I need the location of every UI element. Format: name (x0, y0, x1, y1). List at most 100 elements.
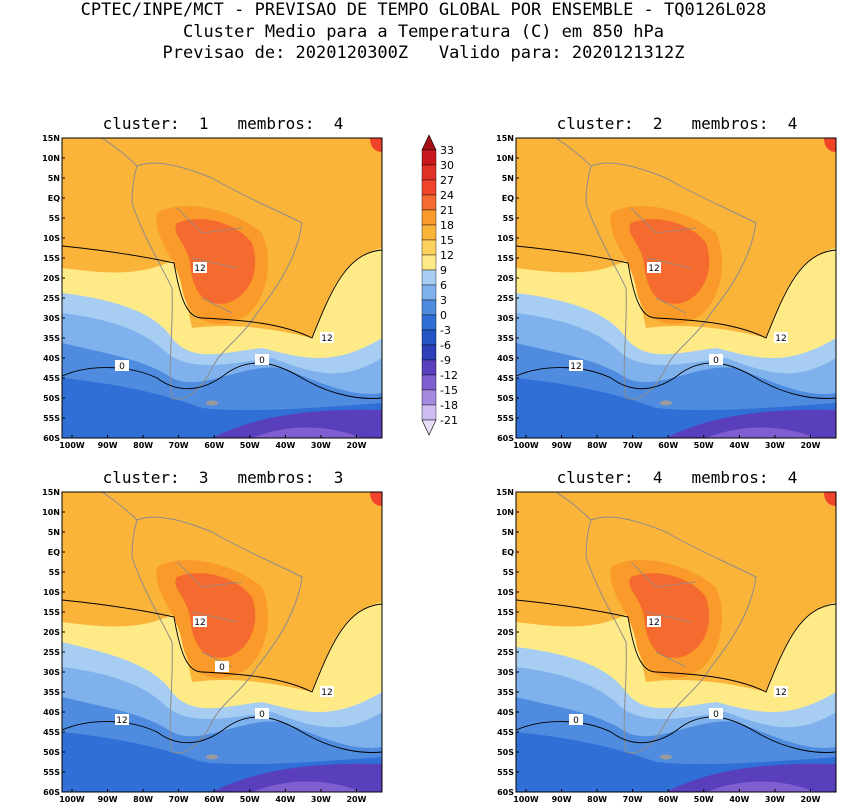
lat-tick-label: EQ (502, 548, 514, 557)
header-title: CPTEC/INPE/MCT - PREVISAO DE TEMPO GLOBA… (80, 0, 767, 20)
colorbar-swatch (421, 239, 437, 256)
lon-tick-label: 30W (765, 441, 785, 450)
lat-tick-label: 5S (49, 568, 61, 577)
lon-tick-label: 100W (513, 441, 539, 450)
lat-tick-label: 5N (502, 528, 514, 537)
lat-tick-label: 35S (43, 688, 60, 697)
colorbar-swatch (421, 179, 437, 196)
contour-label-text: 0 (219, 663, 225, 673)
contour-label-text: 0 (119, 362, 125, 372)
lon-tick-label: 40W (275, 441, 295, 450)
colorbar-bottom-arrow (421, 419, 437, 436)
contour-12 (62, 245, 382, 339)
lat-tick-label: 25S (497, 648, 514, 657)
lon-tick-label: 50W (240, 441, 260, 450)
temp-band-minus6 (212, 763, 382, 792)
contour-label: 12 (647, 616, 661, 628)
colorbar-label: 27 (440, 174, 454, 187)
continent-outline (131, 162, 303, 400)
contour-label: 12 (320, 332, 334, 344)
lat-tick-label: 40S (497, 708, 514, 717)
central-america-outline (101, 138, 138, 167)
falkland-islands (206, 400, 218, 406)
contour-label: 0 (255, 708, 269, 720)
lat-tick-label: 55S (43, 768, 60, 777)
contour-label-text: 0 (573, 716, 579, 726)
lat-tick-label: 5N (48, 528, 60, 537)
map-panel-3: 12 12 12 0 0 15N 10N 5N EQ 5S 10S 15S 20S 25S 30S 35S 40… (42, 488, 383, 804)
colorbar-swatch (421, 164, 437, 181)
lat-tick-label: 10N (496, 154, 514, 163)
lat-tick-label: 5S (503, 568, 515, 577)
contour-label-text: 12 (116, 716, 127, 726)
contour-label: 12 (647, 262, 661, 274)
colorbar-swatch (421, 209, 437, 226)
lat-tick-label: 60S (43, 434, 60, 443)
lat-tick-label: 30S (497, 668, 514, 677)
country-borders (630, 207, 697, 314)
lat-tick-label: 55S (497, 414, 514, 423)
lon-tick-label: 70W (169, 441, 189, 450)
colorbar-label: 21 (440, 204, 454, 217)
lon-tick-label: 30W (311, 441, 331, 450)
country-borders (630, 561, 697, 668)
country-borders (176, 207, 243, 314)
colorbar-label: 0 (440, 309, 447, 322)
colorbar-swatch (421, 389, 437, 406)
colorbar-label: -9 (440, 354, 451, 367)
lat-tick-label: EQ (502, 194, 514, 203)
colorbar-swatch (421, 359, 437, 376)
contour-label-text: 12 (775, 334, 786, 344)
contour-label: 12 (774, 332, 788, 344)
lat-tick-label: 30S (43, 314, 60, 323)
lat-tick-label: 10S (497, 588, 514, 597)
colorbar-swatch (421, 344, 437, 361)
lon-tick-label: 100W (513, 795, 539, 804)
contour-label-text: 12 (194, 264, 205, 274)
temp-band-21 (629, 219, 710, 304)
lat-tick-label: 40S (43, 354, 60, 363)
lon-tick-label: 50W (240, 795, 260, 804)
temp-band-north (62, 492, 382, 582)
lon-tick-label: 90W (98, 441, 118, 450)
lon-tick-label: 90W (552, 441, 572, 450)
lon-tick-label: 80W (587, 795, 607, 804)
falkland-islands (660, 754, 672, 760)
colorbar-swatch (421, 224, 437, 241)
lat-tick-label: EQ (48, 194, 60, 203)
map-frame (61, 137, 383, 439)
colorbar-swatch (421, 284, 437, 301)
contour-label: 12 (193, 616, 207, 628)
lat-tick-label: 45S (497, 374, 514, 383)
lon-tick-label: 100W (59, 795, 85, 804)
colorbar-swatch (421, 329, 437, 346)
map-frame (515, 137, 837, 439)
contour-label: 0 (215, 661, 229, 673)
contour-12 (516, 599, 836, 693)
lon-tick-label: 50W (694, 441, 714, 450)
lat-tick-label: 45S (497, 728, 514, 737)
colorbar-label: 15 (440, 234, 454, 247)
lon-tick-label: 40W (729, 441, 749, 450)
lat-tick-label: 50S (43, 394, 60, 403)
contour-12 (62, 599, 382, 693)
lon-tick-label: 70W (623, 795, 643, 804)
lon-tick-label: 80W (133, 795, 153, 804)
lat-tick-label: 30S (43, 668, 60, 677)
colorbar-label: 33 (440, 144, 454, 157)
lat-tick-label: 10S (497, 234, 514, 243)
lat-tick-label: 25S (497, 294, 514, 303)
lon-tick-label: 20W (800, 441, 820, 450)
temp-band-21 (629, 573, 710, 658)
panel-title-3: cluster: 3 membros: 3 (102, 468, 344, 487)
lon-tick-label: 80W (133, 441, 153, 450)
lat-tick-label: 10S (43, 588, 60, 597)
lat-tick-label: 15N (42, 134, 60, 143)
lon-tick-label: 20W (800, 795, 820, 804)
lon-tick-label: 60W (658, 441, 678, 450)
central-america-outline (555, 492, 592, 521)
lat-tick-label: 15S (497, 254, 514, 263)
contour-label-text: 0 (259, 356, 265, 366)
panel-title-1: cluster: 1 membros: 4 (102, 114, 344, 133)
